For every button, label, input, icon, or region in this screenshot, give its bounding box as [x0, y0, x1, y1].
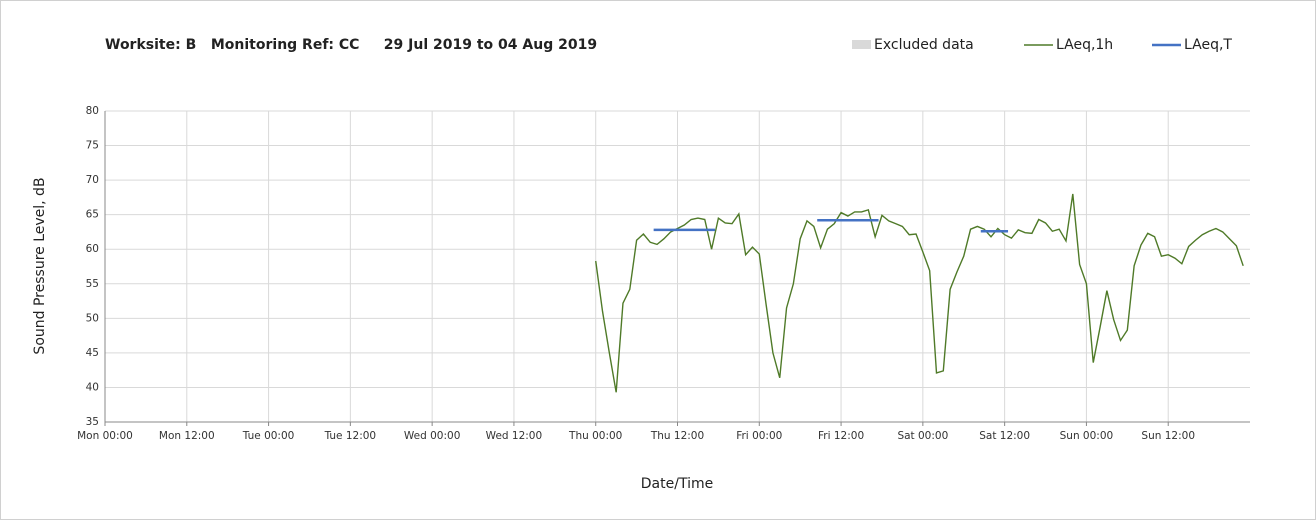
legend-swatch [852, 40, 871, 49]
y-tick-label: 75 [86, 140, 99, 152]
x-tick-label: Thu 00:00 [568, 430, 622, 442]
y-tick-label: 55 [86, 278, 99, 290]
x-tick-label: Fri 12:00 [818, 430, 864, 442]
legend-label: LAeq,T [1184, 37, 1232, 53]
y-tick-label: 45 [86, 347, 99, 359]
x-tick-label: Wed 12:00 [486, 430, 543, 442]
y-tick-label: 70 [86, 174, 99, 186]
x-tick-label: Mon 12:00 [159, 430, 215, 442]
series-line [595, 193, 1244, 393]
x-axis-label: Date/Time [641, 476, 713, 492]
x-tick-label: Tue 00:00 [242, 430, 295, 442]
x-tick-label: Sun 12:00 [1141, 430, 1195, 442]
legend-label: Excluded data [874, 37, 974, 53]
series-line [653, 218, 1009, 233]
y-tick-label: 40 [86, 381, 99, 393]
y-tick-label: 35 [86, 416, 99, 428]
x-tick-label: Fri 00:00 [736, 430, 782, 442]
x-tick-label: Mon 00:00 [77, 430, 133, 442]
x-tick-label: Wed 00:00 [404, 430, 461, 442]
y-tick-label: 80 [86, 105, 99, 117]
y-tick-label: 65 [86, 209, 99, 221]
legend-label: LAeq,1h [1056, 37, 1113, 53]
y-tick-label: 50 [86, 312, 99, 324]
x-tick-label: Tue 12:00 [324, 430, 377, 442]
x-tick-label: Sat 12:00 [979, 430, 1030, 442]
chart-title: Worksite: B Monitoring Ref: CC 29 Jul 20… [105, 37, 597, 53]
x-tick-label: Sun 00:00 [1060, 430, 1114, 442]
x-tick-label: Sat 00:00 [897, 430, 948, 442]
y-axis-label: Sound Pressure Level, dB [32, 177, 48, 354]
x-tick-label: Thu 12:00 [650, 430, 704, 442]
y-tick-label: 60 [86, 243, 99, 255]
